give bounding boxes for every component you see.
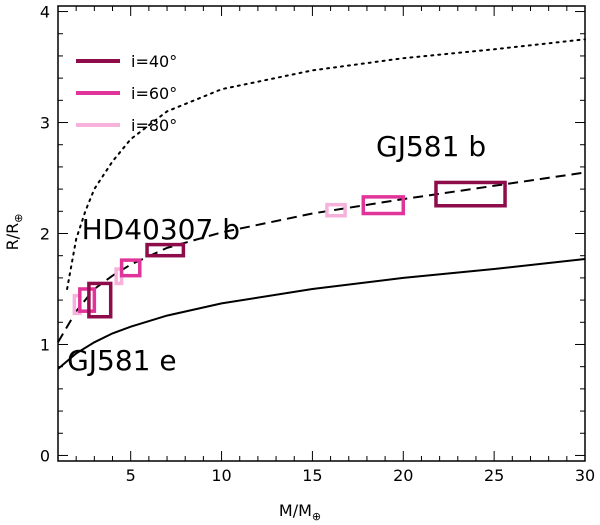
annotation-gj581e: GJ581 e	[67, 344, 177, 377]
y-tick-label: 4	[40, 3, 50, 22]
planet-box-i40	[145, 242, 186, 258]
y-axis-title: R/R⊕	[3, 214, 25, 251]
x-tick-label: 25	[484, 466, 504, 485]
x-tick-label: 30	[575, 466, 595, 485]
y-tick-label: 1	[40, 335, 50, 354]
planet-box-i80	[325, 202, 347, 218]
legend-label-80: i=80°	[131, 116, 177, 135]
x-tick-label: 15	[302, 466, 322, 485]
planet-boxes	[72, 180, 507, 319]
y-tick-label: 2	[40, 225, 50, 244]
planet-box-i40	[434, 180, 507, 208]
solid-curve	[57, 258, 586, 370]
annotation-gj581b: GJ581 b	[376, 130, 486, 163]
annotation-hd40307b: HD40307 b	[82, 213, 240, 246]
dotted-curve	[66, 38, 586, 290]
y-tick-label: 3	[40, 114, 50, 133]
planet-box-i40	[87, 281, 113, 319]
planet-box-i60	[119, 258, 142, 278]
planet-box-i60	[361, 195, 406, 216]
legend-label-60: i=60°	[131, 84, 177, 103]
x-axis-title: M/M⊕	[279, 501, 321, 523]
y-tick-label: 0	[40, 446, 50, 465]
x-tick-label: 5	[126, 466, 136, 485]
x-tick-label: 10	[211, 466, 231, 485]
plot-frame	[57, 5, 586, 462]
planet-box-i60	[78, 287, 97, 313]
legend-label-40: i=40°	[131, 52, 177, 71]
tick-labels: 5 10 15 20 25 30 0 1 2 3 4	[40, 3, 595, 485]
legend: i=40° i=60° i=80°	[76, 52, 177, 135]
x-tick-label: 20	[393, 466, 413, 485]
